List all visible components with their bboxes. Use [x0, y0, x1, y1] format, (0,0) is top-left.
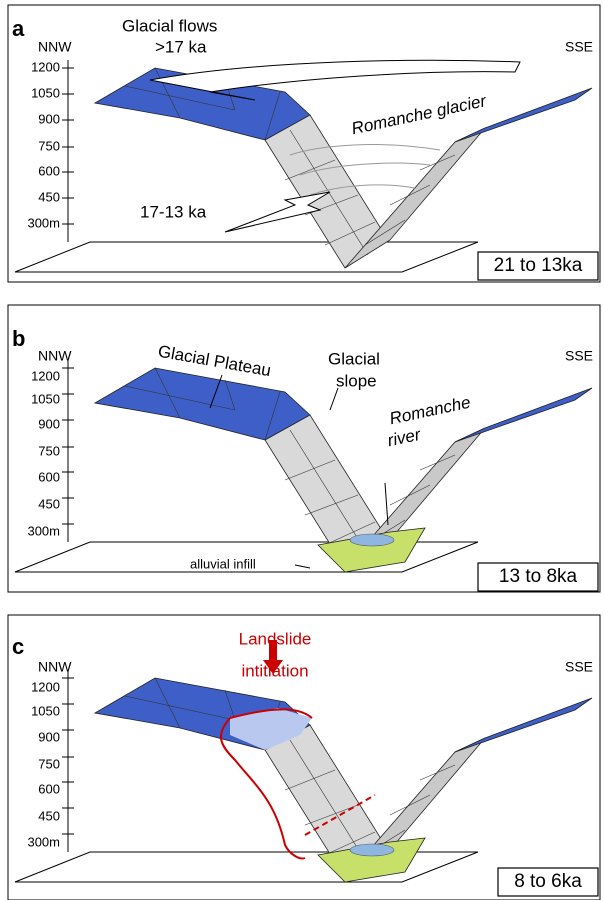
axis-tick: 300m — [27, 215, 60, 230]
river — [350, 534, 394, 546]
block-diagram — [15, 60, 592, 272]
annotation: alluvial infill — [190, 556, 256, 571]
annotation: Glacial flows — [122, 16, 217, 35]
axis-tick: 900 — [38, 111, 60, 126]
annotation: intitiation — [241, 661, 308, 680]
right-label: SSE — [565, 348, 593, 364]
left-label: NNW — [38, 348, 72, 364]
annotation: Glacial — [328, 349, 380, 368]
panel-b: b NNW SSE 1200 1050 900 750 600 450 300m… — [8, 305, 600, 592]
annotation: >17 ka — [155, 37, 207, 56]
axis-tick: 1200 — [31, 679, 60, 694]
left-label: NNW — [38, 659, 72, 675]
axis-tick: 450 — [38, 189, 60, 204]
axis-tick: 750 — [38, 756, 60, 771]
axis-tick: 450 — [38, 808, 60, 823]
axis-tick: 450 — [38, 496, 60, 511]
panel-a: a NNW SSE 1200 1050 900 750 600 450 300m… — [8, 5, 600, 282]
annotation: Romanche — [388, 393, 472, 429]
axis-tick: 1050 — [31, 391, 60, 406]
time-range: 21 to 13ka — [494, 255, 583, 276]
panel-c: c NNW SSE 1200 1050 900 750 600 450 300m… — [8, 615, 600, 900]
panel-letter: b — [12, 326, 25, 351]
axis-tick: 750 — [38, 138, 60, 153]
axis-tick: 900 — [38, 729, 60, 744]
right-label: SSE — [565, 39, 593, 55]
time-range: 13 to 8ka — [499, 566, 578, 587]
axis-tick: 900 — [38, 416, 60, 431]
right-label: SSE — [565, 659, 593, 675]
river — [350, 844, 394, 856]
axis-tick: 1050 — [31, 703, 60, 718]
figure: a NNW SSE 1200 1050 900 750 600 450 300m… — [0, 0, 604, 900]
time-range: 8 to 6ka — [514, 871, 582, 892]
panel-letter: c — [12, 634, 24, 659]
annotation: slope — [336, 371, 377, 390]
block-diagram — [15, 360, 592, 572]
axis-tick: 1200 — [31, 368, 60, 383]
axis-tick: 1200 — [31, 59, 60, 74]
axis-tick: 750 — [38, 443, 60, 458]
axis-tick: 1050 — [31, 85, 60, 100]
axis-tick: 600 — [38, 163, 60, 178]
annotation: Landslide — [239, 629, 312, 648]
annotation: Romanche glacier — [350, 91, 489, 138]
annotation: river — [386, 425, 424, 451]
annotation: 17-13 ka — [140, 202, 207, 221]
axis-tick: 600 — [38, 781, 60, 796]
block-diagram — [15, 670, 592, 882]
axis-tick: 300m — [27, 523, 60, 538]
axis-tick: 600 — [38, 469, 60, 484]
axis-tick: 300m — [27, 834, 60, 849]
left-label: NNW — [38, 39, 72, 55]
panel-letter: a — [12, 16, 25, 41]
